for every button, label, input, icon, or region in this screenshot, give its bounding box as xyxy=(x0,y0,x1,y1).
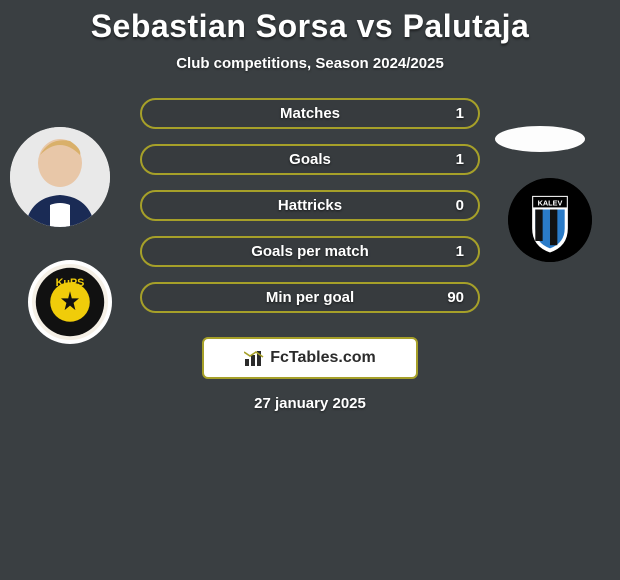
club-badge-left-label: KuPS xyxy=(56,277,85,289)
club-badge-left: KuPS xyxy=(28,260,112,344)
subtitle-text: Club competitions, Season 2024/2025 xyxy=(176,55,444,72)
stat-value-right: 1 xyxy=(456,243,464,260)
site-badge-text: FcTables.com xyxy=(270,349,376,367)
player-avatar-left xyxy=(10,127,110,227)
site-badge[interactable]: FcTables.com xyxy=(202,337,418,379)
club-badge-right: KALEV xyxy=(508,178,592,262)
club-crest-right-icon: KALEV xyxy=(508,178,592,262)
stat-label: Goals xyxy=(289,151,331,168)
stat-label: Hattricks xyxy=(278,197,342,214)
stat-row-goals-per-match: Goals per match 1 xyxy=(140,236,480,267)
bar-chart-icon xyxy=(244,349,264,367)
player-silhouette-icon xyxy=(10,127,110,227)
stat-value-right: 90 xyxy=(447,289,464,306)
stat-label: Min per goal xyxy=(266,289,354,306)
stat-label: Matches xyxy=(280,105,340,122)
stat-row-min-per-goal: Min per goal 90 xyxy=(140,282,480,313)
club-badge-right-label: KALEV xyxy=(538,198,563,207)
stat-row-matches: Matches 1 xyxy=(140,98,480,129)
stat-rows-container: Matches 1 Goals 1 Hattricks 0 Goals per … xyxy=(140,98,480,313)
page-title: Sebastian Sorsa vs Palutaja xyxy=(91,8,530,45)
stat-row-hattricks: Hattricks 0 xyxy=(140,190,480,221)
stat-value-right: 1 xyxy=(456,105,464,122)
stat-label: Goals per match xyxy=(251,243,369,260)
stat-value-right: 0 xyxy=(456,197,464,214)
date-text: 27 january 2025 xyxy=(254,395,366,412)
stat-value-right: 1 xyxy=(456,151,464,168)
stat-row-goals: Goals 1 xyxy=(140,144,480,175)
player-placeholder-right xyxy=(495,126,585,152)
club-crest-left-icon: KuPS xyxy=(34,266,106,338)
